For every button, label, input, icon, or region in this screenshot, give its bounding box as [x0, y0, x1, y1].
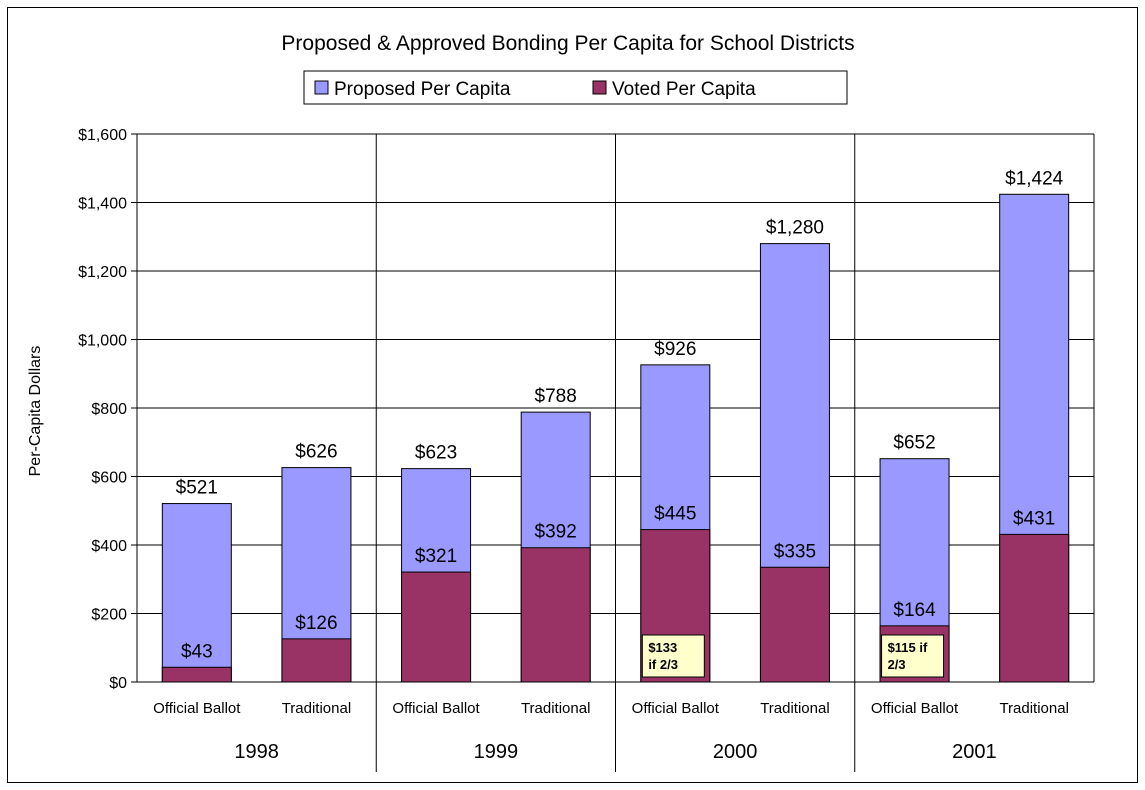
- x-category-label: Official Ballot: [392, 700, 480, 717]
- y-tick-label: $800: [91, 401, 127, 418]
- x-category-label: Traditional: [282, 700, 351, 717]
- voted-value-label: $126: [295, 613, 337, 634]
- voted-bar: [999, 533, 1070, 683]
- y-tick-label: $1,200: [78, 264, 127, 281]
- y-tick-label: $200: [91, 607, 127, 624]
- group-separators: [375, 134, 856, 772]
- voted-value-label: $392: [535, 522, 577, 543]
- proposed-value-label: $926: [654, 339, 696, 360]
- y-tick-label: $1,000: [78, 333, 127, 350]
- voted-bar: [759, 566, 830, 683]
- x-category-label: Traditional: [999, 700, 1068, 717]
- legend-box: [303, 70, 848, 105]
- voted-bar: [401, 571, 472, 683]
- bar-value-labels: $521 $43 $626 $126 $623 $321 $788 $392 $926 $445 $…: [176, 168, 1064, 662]
- x-group-label: 2001: [952, 741, 997, 763]
- y-tick-label: $1,600: [78, 127, 127, 144]
- y-tick-label: $600: [91, 470, 127, 487]
- x-category-label: Traditional: [521, 700, 590, 717]
- annotations: $133 if 2/3 $115 if 2/3: [641, 634, 945, 678]
- x-group-label: 2000: [713, 741, 758, 763]
- voted-value-label: $43: [181, 641, 213, 662]
- legend-swatch-proposed: [314, 80, 329, 95]
- legend-label-voted: Voted Per Capita: [612, 79, 756, 100]
- proposed-value-label: $623: [415, 443, 457, 464]
- voted-bar: [281, 638, 352, 683]
- proposed-value-label: $652: [893, 433, 935, 454]
- y-tick-label: $0: [109, 675, 127, 692]
- bar-chart: Proposed & Approved Bonding Per Capita f…: [27, 32, 1095, 772]
- voted-value-label: $445: [654, 504, 696, 525]
- annotation-box: [881, 634, 945, 678]
- voted-value-label: $431: [1013, 508, 1055, 529]
- bars: [161, 193, 1070, 683]
- annotation-text: $115 if: [888, 640, 928, 655]
- y-axis-ticks: $0 $200 $400 $600 $800 $1,000 $1,200 $1,400 $1,6…: [78, 127, 137, 692]
- annotation-text: 2/3: [888, 657, 906, 672]
- annotation-text: $133: [648, 640, 677, 655]
- proposed-value-label: $1,280: [766, 218, 824, 239]
- proposed-value-label: $1,424: [1005, 168, 1064, 189]
- legend-label-proposed: Proposed Per Capita: [334, 79, 511, 100]
- x-group-label: 1999: [474, 741, 519, 763]
- x-category-label: Official Ballot: [632, 700, 720, 717]
- axes: [136, 133, 1095, 683]
- x-group-label: 1998: [234, 741, 279, 763]
- x-category-label: Official Ballot: [871, 700, 959, 717]
- voted-value-label: $335: [774, 541, 816, 562]
- voted-value-label: $164: [893, 600, 936, 621]
- proposed-value-label: $521: [176, 478, 218, 499]
- legend: Proposed Per Capita Voted Per Capita: [303, 70, 848, 105]
- y-axis-label: Per-Capita Dollars: [27, 346, 44, 477]
- proposed-value-label: $788: [535, 386, 577, 407]
- annotation-box: [641, 634, 705, 678]
- annotation-text: if 2/3: [648, 657, 678, 672]
- chart-frame: Proposed & Approved Bonding Per Capita f…: [7, 7, 1138, 783]
- legend-swatch-voted: [592, 80, 607, 95]
- proposed-value-label: $626: [295, 442, 337, 463]
- x-category-label: Official Ballot: [153, 700, 241, 717]
- proposed-bar: [161, 503, 232, 683]
- x-axis-ticks: Official Ballot Traditional Official Ballo…: [153, 700, 1069, 763]
- voted-value-label: $321: [415, 546, 457, 567]
- voted-bar: [520, 547, 591, 683]
- y-tick-label: $400: [91, 538, 127, 555]
- voted-bar: [161, 666, 232, 683]
- chart-title: Proposed & Approved Bonding Per Capita f…: [281, 32, 854, 55]
- y-tick-label: $1,400: [78, 196, 127, 213]
- x-category-label: Traditional: [760, 700, 829, 717]
